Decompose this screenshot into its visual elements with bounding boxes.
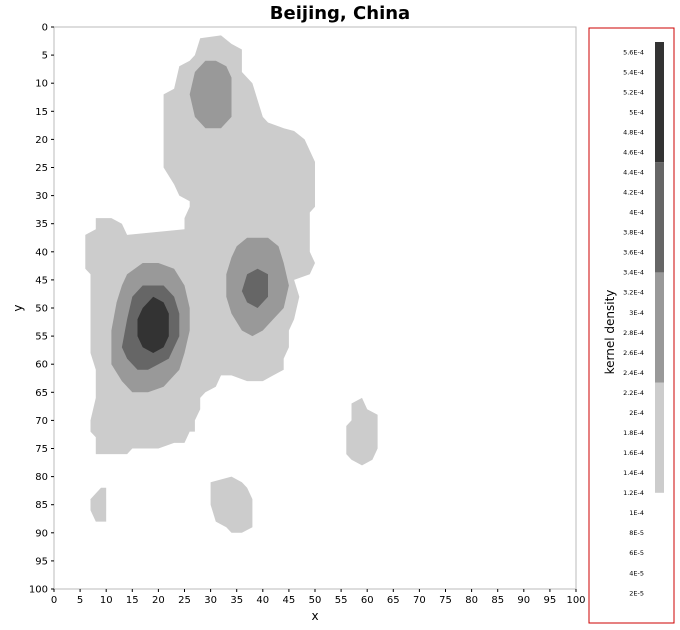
y-tick-label: 35 <box>35 219 48 230</box>
x-tick-label: 15 <box>126 595 139 606</box>
x-axis-ticks: 0 5 10 15 20 25 30 35 40 45 50 55 60 65 70 75 80 85 90 95 10… <box>51 589 586 606</box>
density-regions <box>85 35 378 533</box>
legend-tick-label: 5E-4 <box>629 108 644 116</box>
legend-tick-label: 2E-4 <box>629 409 644 417</box>
legend-swatch-level4 <box>655 42 664 163</box>
x-tick-label: 55 <box>335 595 348 606</box>
y-tick-label: 60 <box>35 360 48 371</box>
legend-label: kernel density <box>603 290 617 375</box>
y-tick-label: 100 <box>29 585 48 596</box>
legend-color-bar <box>655 42 664 493</box>
density-region-level2-4 <box>189 60 232 129</box>
y-tick-label: 75 <box>35 444 48 455</box>
legend-tick-label: 8E-5 <box>629 529 644 537</box>
legend-tick-label: 2.6E-4 <box>623 349 644 357</box>
x-axis-label: x <box>311 609 318 623</box>
legend-tick-label: 4.4E-4 <box>623 169 644 177</box>
y-tick-label: 55 <box>35 332 48 343</box>
y-tick-label: 70 <box>35 416 48 427</box>
legend-tick-label: 4E-4 <box>629 209 644 217</box>
legend-tick-label: 1.2E-4 <box>623 489 644 497</box>
y-tick-label: 30 <box>35 191 48 202</box>
y-tick-label: 5 <box>42 51 48 62</box>
legend-tick-label: 1E-4 <box>629 509 644 517</box>
legend-tick-label: 3.8E-4 <box>623 229 644 237</box>
y-tick-label: 90 <box>35 528 48 539</box>
x-tick-label: 35 <box>230 595 243 606</box>
legend-tick-label: 2.2E-4 <box>623 389 644 397</box>
x-tick-label: 90 <box>517 595 530 606</box>
density-region-level1-2 <box>210 476 253 533</box>
legend-tick-label: 3.2E-4 <box>623 289 644 297</box>
density-region-level4-9 <box>137 296 169 353</box>
legend-tick-label: 4.8E-4 <box>623 128 644 136</box>
x-tick-label: 100 <box>566 595 585 606</box>
density-region-level1-3 <box>90 487 107 522</box>
x-tick-label: 40 <box>256 595 269 606</box>
x-tick-label: 45 <box>283 595 296 606</box>
x-tick-label: 20 <box>152 595 165 606</box>
y-tick-label: 95 <box>35 556 48 567</box>
y-tick-label: 10 <box>35 79 48 90</box>
density-region-level3-8 <box>241 268 268 308</box>
legend-tick-label: 5.6E-4 <box>623 48 644 56</box>
x-tick-label: 60 <box>361 595 374 606</box>
legend-tick-label: 2.8E-4 <box>623 329 644 337</box>
x-tick-label: 0 <box>51 595 57 606</box>
legend-tick-label: 2E-5 <box>629 589 644 597</box>
y-axis-ticks: 0 5 10 15 20 25 30 35 40 45 50 55 60 65 70 75 80 85 90 95 10… <box>29 23 54 596</box>
y-tick-label: 80 <box>35 472 48 483</box>
x-tick-label: 85 <box>491 595 504 606</box>
density-region-level1-1 <box>346 397 378 466</box>
y-tick-label: 85 <box>35 500 48 511</box>
y-tick-label: 65 <box>35 388 48 399</box>
legend-tick-label: 4E-5 <box>629 569 644 577</box>
x-tick-label: 5 <box>77 595 83 606</box>
legend-tick-label: 5.4E-4 <box>623 68 644 76</box>
legend-swatch-level3 <box>655 162 664 273</box>
y-tick-label: 20 <box>35 135 48 146</box>
y-tick-label: 25 <box>35 163 48 174</box>
legend-ticks: 5.6E-4 5.4E-4 5.2E-4 5E-4 4.8E-4 4.6E-4 4.4E-4… <box>623 48 644 597</box>
y-tick-label: 40 <box>35 247 48 258</box>
legend-tick-label: 1.6E-4 <box>623 449 644 457</box>
x-tick-label: 70 <box>413 595 426 606</box>
legend-swatch-level1 <box>655 382 664 493</box>
y-tick-label: 50 <box>35 304 48 315</box>
legend-tick-label: 6E-5 <box>629 549 644 557</box>
legend-tick-label: 2.4E-4 <box>623 369 644 377</box>
legend-tick-label: 3.4E-4 <box>623 269 644 277</box>
legend-swatch-level2 <box>655 272 664 383</box>
legend-tick-label: 3E-4 <box>629 309 644 317</box>
legend-tick-label: 3.6E-4 <box>623 249 644 257</box>
legend-tick-label: 1.4E-4 <box>623 469 644 477</box>
y-axis-label: y <box>11 304 25 311</box>
y-tick-label: 0 <box>42 23 48 34</box>
chart-title: Beijing, China <box>270 3 410 24</box>
y-tick-label: 45 <box>35 275 48 286</box>
x-tick-label: 30 <box>204 595 217 606</box>
x-tick-label: 75 <box>439 595 452 606</box>
x-tick-label: 95 <box>544 595 557 606</box>
y-tick-label: 15 <box>35 107 48 118</box>
x-tick-label: 10 <box>100 595 113 606</box>
x-tick-label: 80 <box>465 595 478 606</box>
x-tick-label: 50 <box>309 595 322 606</box>
x-tick-label: 65 <box>387 595 400 606</box>
legend-tick-label: 4.6E-4 <box>623 149 644 157</box>
legend-tick-label: 5.2E-4 <box>623 88 644 96</box>
x-tick-label: 25 <box>178 595 191 606</box>
legend-tick-label: 4.2E-4 <box>623 189 644 197</box>
legend-tick-label: 1.8E-4 <box>623 429 644 437</box>
